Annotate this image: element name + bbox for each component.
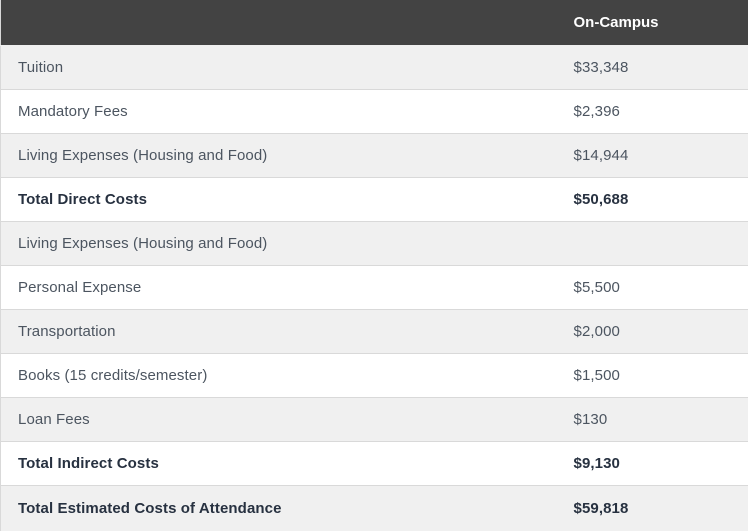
row-label: Mandatory Fees <box>0 89 574 134</box>
row-value: $59,818 <box>573 485 748 531</box>
table-row: Total Direct Costs $50,688 <box>0 177 748 222</box>
row-value: $14,944 <box>573 133 748 178</box>
row-label: Total Indirect Costs <box>0 441 574 486</box>
table-body: Tuition $33,348 Mandatory Fees $2,396 Li… <box>0 45 748 531</box>
table-row: Total Estimated Costs of Attendance $59,… <box>0 485 748 531</box>
table-header-row: On-Campus <box>0 0 748 46</box>
row-value: $130 <box>573 397 748 442</box>
table-row: Living Expenses (Housing and Food) <box>0 221 748 266</box>
row-label: Living Expenses (Housing and Food) <box>0 133 574 178</box>
row-label: Transportation <box>0 309 574 354</box>
row-label: Books (15 credits/semester) <box>0 353 574 398</box>
header-label-cell <box>0 0 574 46</box>
row-label: Personal Expense <box>0 265 574 310</box>
row-label: Loan Fees <box>0 397 574 442</box>
row-value: $5,500 <box>573 265 748 310</box>
row-value <box>573 221 748 266</box>
row-value: $33,348 <box>573 45 748 90</box>
table-row: Books (15 credits/semester) $1,500 <box>0 353 748 398</box>
row-value: $50,688 <box>573 177 748 222</box>
row-label: Living Expenses (Housing and Food) <box>0 221 574 266</box>
row-value: $2,396 <box>573 89 748 134</box>
table-row: Transportation $2,000 <box>0 309 748 354</box>
row-label: Tuition <box>0 45 574 90</box>
row-value: $2,000 <box>573 309 748 354</box>
row-label: Total Direct Costs <box>0 177 574 222</box>
table-row: Tuition $33,348 <box>0 45 748 90</box>
header-on-campus-cell: On-Campus <box>573 0 748 46</box>
table-row: Personal Expense $5,500 <box>0 265 748 310</box>
row-value: $9,130 <box>573 441 748 486</box>
table-row: Loan Fees $130 <box>0 397 748 442</box>
table-row: Living Expenses (Housing and Food) $14,9… <box>0 133 748 178</box>
row-value: $1,500 <box>573 353 748 398</box>
row-label: Total Estimated Costs of Attendance <box>0 485 574 531</box>
table-row: Mandatory Fees $2,396 <box>0 89 748 134</box>
table-row: Total Indirect Costs $9,130 <box>0 441 748 486</box>
